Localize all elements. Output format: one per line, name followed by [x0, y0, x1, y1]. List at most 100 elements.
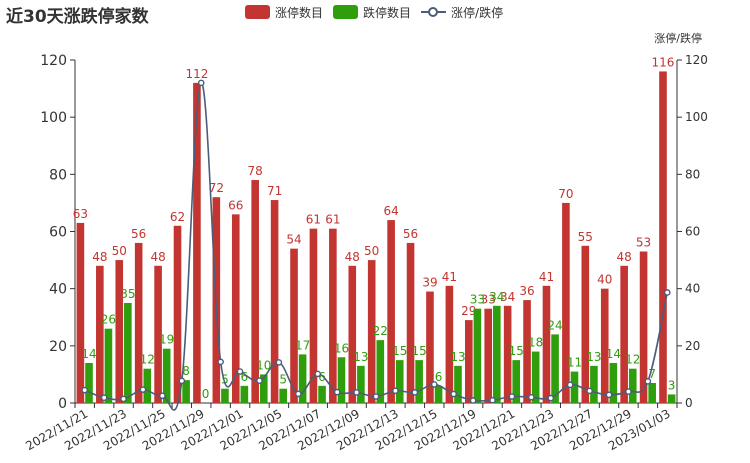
- data-label-up: 78: [248, 164, 263, 178]
- data-label-down: 0: [202, 387, 210, 401]
- right-y-tick-label: 100: [685, 110, 708, 124]
- data-label-down: 13: [353, 350, 368, 364]
- bar-down: [221, 388, 229, 403]
- bar-down: [85, 362, 93, 403]
- left-y-tick-label: 20: [49, 339, 67, 355]
- bar-up: [639, 251, 648, 403]
- data-label-down: 13: [450, 350, 465, 364]
- bar-up: [96, 265, 104, 403]
- legend-label-up: 涨停数目: [275, 5, 324, 20]
- bar-down: [279, 388, 288, 403]
- data-label-up: 48: [92, 250, 107, 264]
- ratio-point: [275, 359, 283, 366]
- ratio-point: [333, 388, 341, 396]
- right-y-tick-label: 20: [685, 339, 700, 353]
- data-label-down: 35: [120, 287, 135, 301]
- data-label-down: 6: [435, 370, 443, 384]
- data-label-up: 71: [267, 184, 282, 198]
- bar-up: [503, 305, 512, 403]
- right-y-tick-label: 60: [685, 225, 700, 239]
- data-label-down: 22: [373, 324, 388, 338]
- ratio-point: [663, 289, 671, 296]
- left-y-tick-label: 80: [49, 167, 67, 183]
- ratio-point: [314, 370, 322, 378]
- ratio-point: [411, 389, 419, 396]
- right-y-tick-label: 0: [685, 396, 693, 410]
- bar-down: [628, 368, 637, 403]
- bar-down: [454, 365, 462, 403]
- data-label-up: 55: [578, 230, 593, 244]
- data-label-up: 61: [325, 213, 340, 227]
- bar-up: [193, 82, 201, 403]
- data-label-down: 15: [411, 344, 426, 358]
- data-label-down: 13: [586, 350, 601, 364]
- data-label-up: 61: [306, 213, 321, 227]
- data-label-up: 70: [558, 187, 573, 201]
- data-label-down: 17: [295, 338, 310, 352]
- bar-down: [337, 357, 346, 403]
- left-y-tick-label: 100: [40, 110, 67, 126]
- data-label-up: 50: [112, 244, 127, 258]
- data-label-down: 15: [509, 344, 524, 358]
- bar-down: [551, 334, 559, 403]
- data-label-down: 10: [256, 358, 271, 372]
- right-y-tick-label: 80: [685, 167, 700, 181]
- legend-item-ratio[interactable]: 涨停/跌停: [421, 4, 503, 21]
- bar-down: [259, 374, 268, 403]
- ratio-point: [217, 358, 224, 366]
- data-label-up: 40: [597, 273, 612, 287]
- bar-down: [415, 360, 423, 403]
- ratio-point: [353, 389, 360, 396]
- legend-item-down[interactable]: 跌停数目: [333, 4, 411, 21]
- bar-up: [309, 228, 318, 403]
- bar-down: [395, 360, 404, 403]
- ratio-point: [528, 393, 535, 401]
- data-label-down: 8: [182, 364, 190, 378]
- ratio-point: [566, 381, 574, 389]
- chart-title: 近30天涨跌停家数: [6, 7, 149, 27]
- bar-up: [620, 265, 628, 403]
- bar-down: [512, 360, 521, 403]
- ratio-point: [489, 396, 496, 404]
- data-label-down: 3: [668, 378, 676, 392]
- ratio-point: [547, 394, 555, 402]
- bar-down: [104, 328, 113, 403]
- data-label-up: 39: [422, 276, 437, 290]
- ratio-point: [430, 381, 438, 388]
- bar-down: [493, 305, 501, 403]
- bar-up: [600, 288, 609, 403]
- bar-down: [473, 308, 482, 403]
- left-y-tick-label: 60: [49, 225, 67, 241]
- data-label-up: 116: [652, 55, 675, 69]
- legend-item-up[interactable]: 涨停数目: [245, 4, 323, 21]
- legend: 涨停数目 跌停数目 涨停/跌停: [245, 4, 513, 20]
- ratio-point: [586, 387, 593, 395]
- bar-up: [270, 200, 279, 403]
- ratio-point: [197, 79, 205, 87]
- ratio-point: [139, 386, 147, 393]
- bar-down: [240, 385, 249, 403]
- ratio-point: [625, 388, 632, 395]
- bar-up: [348, 265, 357, 403]
- legend-swatch-up: [245, 5, 270, 19]
- bar-down: [182, 380, 190, 403]
- bar-down: [124, 302, 132, 403]
- bar-up: [231, 214, 240, 403]
- data-label-up: 53: [636, 236, 651, 250]
- data-label-up: 33: [481, 293, 496, 307]
- data-label-down: 15: [392, 344, 407, 358]
- bar-down: [648, 382, 656, 403]
- legend-label-down: 跌停数目: [363, 5, 412, 20]
- bar-down: [570, 371, 579, 403]
- data-label-down: 12: [625, 353, 640, 367]
- bar-down: [590, 365, 598, 403]
- left-y-tick-label: 40: [49, 282, 67, 298]
- right-y-tick-label: 120: [685, 53, 708, 67]
- bar-up: [426, 291, 434, 403]
- bar-up: [581, 245, 590, 403]
- bar-down: [162, 348, 171, 403]
- bar-down: [434, 385, 443, 403]
- ratio-point: [605, 391, 613, 399]
- legend-swatch-down: [333, 5, 359, 19]
- bar-up: [115, 260, 124, 403]
